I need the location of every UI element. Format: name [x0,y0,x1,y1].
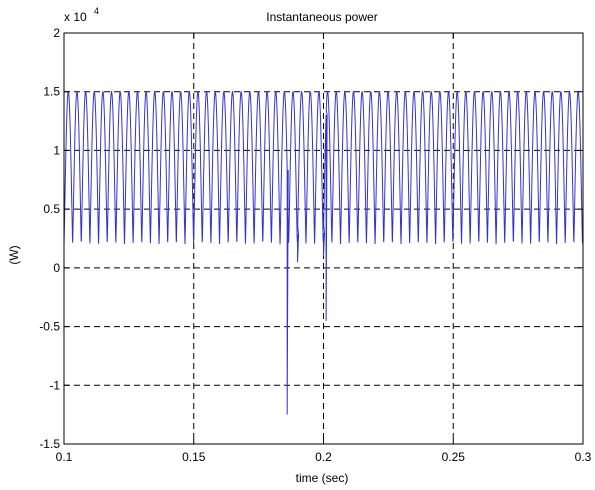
x-tick-label: 0.15 [182,450,206,464]
y-exponent-label: x 10 [64,10,87,24]
x-tick-label: 0.1 [56,450,73,464]
y-axis-ticks: -1.5 -1 -0.5 0 0.5 1 1.5 2 [39,26,583,451]
y-tick-label: 0.5 [43,202,60,216]
y-tick-label: -1 [49,378,60,392]
x-tick-label: 0.25 [442,450,466,464]
y-tick-label: 1.5 [43,85,60,99]
y-axis-label: (W) [7,245,21,264]
x-axis-label: time (sec) [296,471,349,485]
power-series-line [63,90,584,415]
y-exponent-power: 4 [94,6,99,16]
y-exponent: x 10 4 [64,6,99,24]
chart-title: Instantaneous power [266,10,377,24]
x-axis-ticks: 0.1 0.15 0.2 0.25 0.3 [56,33,592,464]
x-tick-label: 0.3 [575,450,592,464]
y-tick-label: -0.5 [39,320,60,334]
x-tick-label: 0.2 [315,450,332,464]
y-tick-label: 0 [53,261,60,275]
y-tick-label: 2 [53,26,60,40]
y-tick-label: -1.5 [39,437,60,451]
plot-area [63,90,584,415]
y-tick-label: 1 [53,143,60,157]
